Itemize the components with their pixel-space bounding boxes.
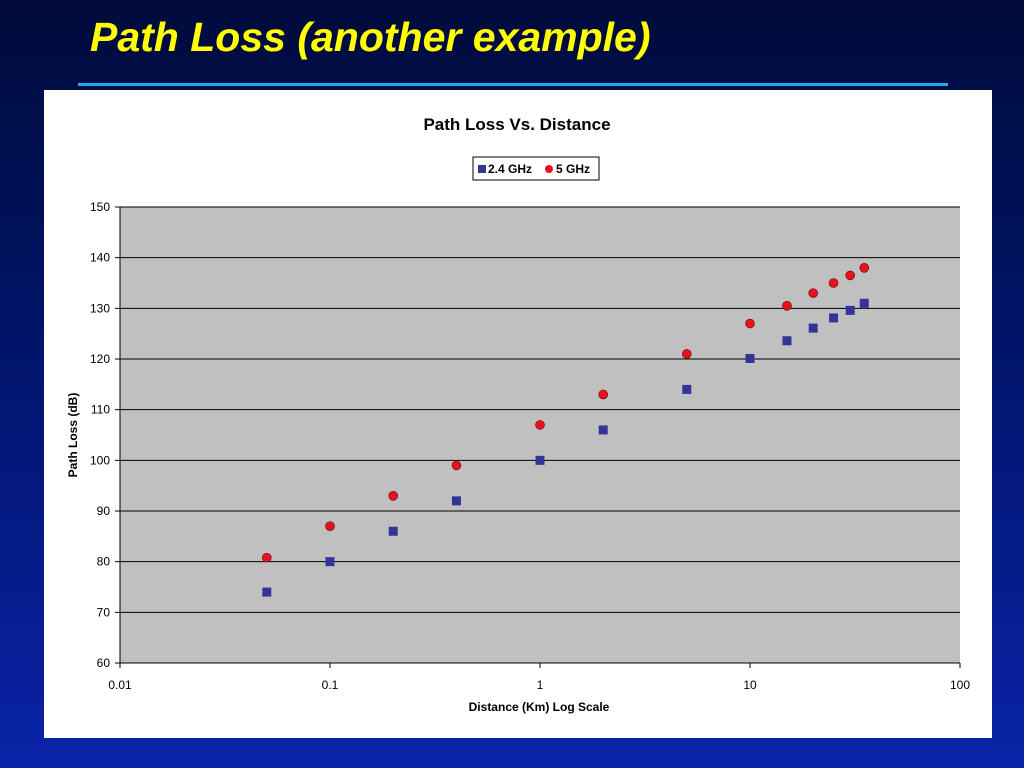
y-axis-ticks: 60 70 80 90 100 110 120 130 140 150 xyxy=(90,200,120,670)
data-point-2-4-ghz xyxy=(535,455,545,465)
data-point-5-ghz xyxy=(859,263,870,273)
plot-area xyxy=(120,207,960,663)
data-point-5-ghz xyxy=(535,420,545,430)
path-loss-chart: Path Loss Vs. Distance 2.4 GHz 5 GHz 60 7… xyxy=(66,115,970,714)
data-point-2-4-ghz xyxy=(745,353,755,363)
data-point-5-ghz xyxy=(325,521,335,532)
data-point-5-ghz xyxy=(828,278,839,288)
data-point-2-4-ghz xyxy=(859,298,869,308)
y-axis-title: Path Loss (dB) xyxy=(66,393,80,478)
data-point-5-ghz xyxy=(451,460,462,471)
legend-marker-2-4-ghz xyxy=(478,165,486,173)
data-point-5-ghz xyxy=(745,318,755,329)
y-tick-label: 80 xyxy=(97,555,111,569)
legend-marker-5-ghz xyxy=(545,165,553,173)
slide-title: Path Loss (another example) xyxy=(90,14,651,60)
y-tick-label: 60 xyxy=(97,656,111,670)
data-point-2-4-ghz xyxy=(451,496,461,506)
data-point-5-ghz xyxy=(681,349,692,359)
x-tick-label: 0.1 xyxy=(322,678,339,692)
data-point-5-ghz xyxy=(808,288,819,298)
title-divider xyxy=(78,83,948,86)
legend-label-2-4-ghz: 2.4 GHz xyxy=(488,162,532,176)
data-point-2-4-ghz xyxy=(682,384,692,394)
y-tick-label: 70 xyxy=(97,605,111,619)
y-tick-label: 90 xyxy=(97,504,111,518)
data-point-2-4-ghz xyxy=(262,587,272,597)
legend-box xyxy=(472,156,600,181)
legend-label-5-ghz: 5 GHz xyxy=(556,162,590,176)
data-point-2-4-ghz xyxy=(388,526,398,536)
data-point-2-4-ghz xyxy=(782,336,792,346)
data-point-5-ghz xyxy=(845,270,855,281)
chart-title: Path Loss Vs. Distance xyxy=(423,115,610,134)
x-axis-ticks: 0.01 0.1 1 10 100 xyxy=(108,663,970,692)
y-tick-label: 150 xyxy=(90,200,110,214)
x-tick-label: 0.01 xyxy=(108,678,132,692)
x-axis-title: Distance (Km) Log Scale xyxy=(469,700,610,714)
y-tick-label: 140 xyxy=(90,251,110,265)
y-tick-label: 120 xyxy=(90,352,110,366)
data-point-2-4-ghz xyxy=(598,425,608,435)
x-tick-label: 1 xyxy=(537,678,544,692)
data-point-5-ghz xyxy=(261,552,272,563)
gridlines xyxy=(120,206,960,613)
data-point-2-4-ghz xyxy=(829,313,839,323)
y-tick-label: 130 xyxy=(90,301,110,315)
data-point-5-ghz xyxy=(782,301,792,311)
data-point-5-ghz xyxy=(598,389,609,400)
y-tick-label: 100 xyxy=(90,453,110,467)
data-point-5-ghz xyxy=(388,490,399,501)
y-tick-label: 110 xyxy=(91,403,110,417)
x-tick-label: 10 xyxy=(743,678,757,692)
x-tick-label: 100 xyxy=(950,678,970,692)
chart-panel: Path Loss Vs. Distance 2.4 GHz 5 GHz 60 7… xyxy=(44,90,992,738)
data-points xyxy=(261,263,870,597)
data-point-2-4-ghz xyxy=(808,323,818,333)
legend: 2.4 GHz 5 GHz xyxy=(472,156,600,181)
data-point-2-4-ghz xyxy=(845,305,855,315)
data-point-2-4-ghz xyxy=(325,557,335,567)
